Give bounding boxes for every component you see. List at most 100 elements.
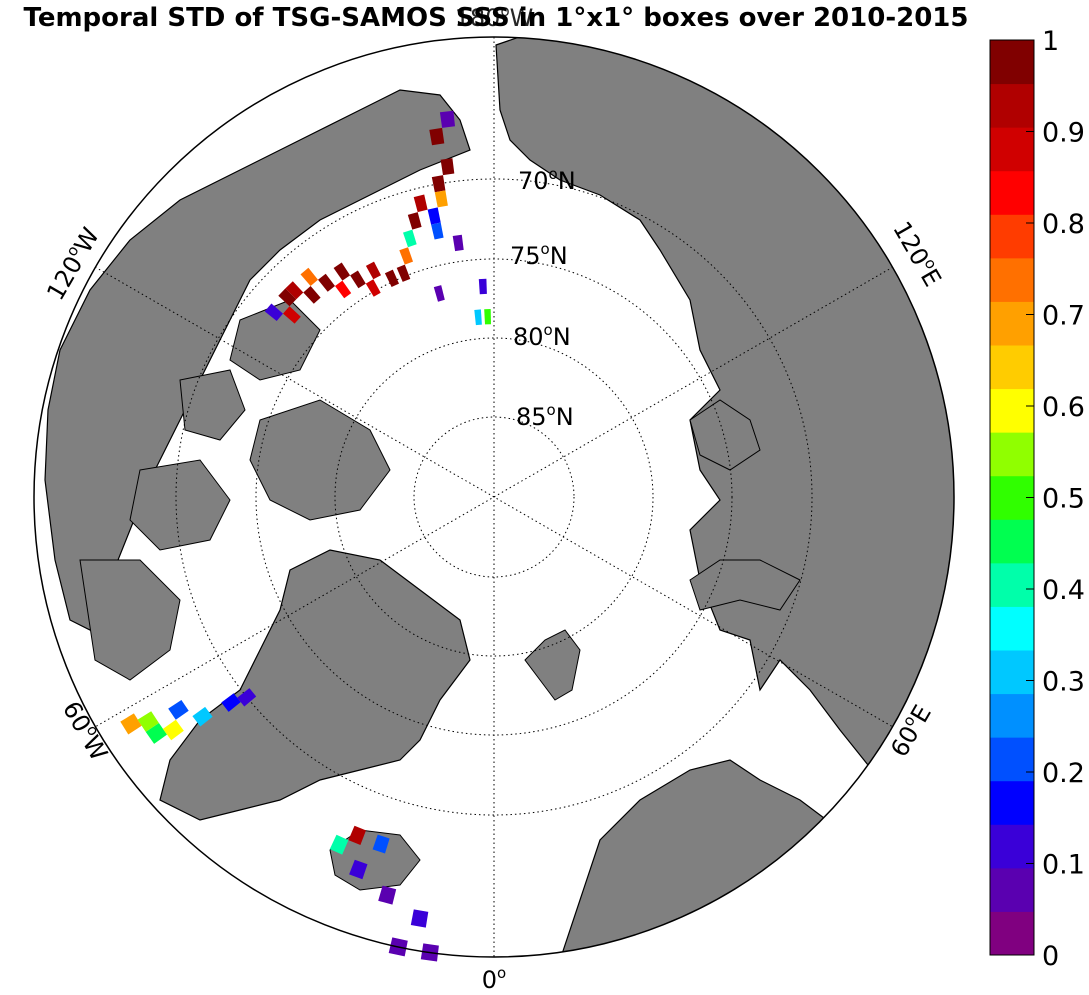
std-cell bbox=[440, 158, 455, 176]
std-cell bbox=[278, 288, 297, 307]
std-cell bbox=[378, 885, 397, 905]
std-cell bbox=[162, 719, 184, 741]
colorbar-block bbox=[990, 650, 1034, 695]
colorbar-block bbox=[990, 693, 1034, 738]
colorbar-tick-label: 0 bbox=[1042, 941, 1059, 972]
landmass-svalbard bbox=[524, 629, 581, 701]
std-cell bbox=[303, 286, 321, 304]
std-cell bbox=[407, 212, 422, 230]
map-panel bbox=[33, 36, 955, 962]
colorbar-block bbox=[990, 780, 1034, 825]
meridian-120e-60w bbox=[94, 266, 894, 728]
lon-label-180: 180oW bbox=[455, 2, 534, 32]
std-cell bbox=[329, 834, 349, 855]
colorbar-block bbox=[990, 170, 1034, 215]
std-cell bbox=[431, 175, 446, 193]
std-cell bbox=[283, 306, 301, 324]
std-cell bbox=[427, 207, 441, 225]
std-cell bbox=[410, 909, 429, 928]
lat-label-75: 75oN bbox=[510, 240, 568, 270]
lat-circle-85 bbox=[413, 416, 575, 578]
lat-circle-70 bbox=[175, 178, 813, 816]
std-cell bbox=[348, 825, 366, 845]
colorbar-ticks: 0 0.1 0.2 0.3 0.4 0.5 0.6 0.7 0.8 0.9 1 bbox=[1026, 26, 1085, 972]
colorbar-tick-label: 0.1 bbox=[1042, 850, 1085, 881]
std-cell bbox=[384, 269, 399, 287]
std-cell bbox=[145, 723, 167, 744]
std-cell bbox=[365, 279, 381, 297]
colorbar-block bbox=[990, 562, 1034, 607]
std-cell bbox=[365, 261, 381, 280]
std-cell bbox=[349, 859, 368, 880]
std-cell bbox=[399, 247, 413, 265]
std-cell bbox=[431, 222, 444, 240]
std-cell bbox=[439, 110, 455, 128]
colorbar: 0 0.1 0.2 0.3 0.4 0.5 0.6 0.7 0.8 0.9 1 bbox=[989, 26, 1085, 972]
colorbar-tick-label: 0.2 bbox=[1042, 758, 1085, 789]
lat-labels: 70oN 75oN 80oN 85oN bbox=[510, 165, 576, 431]
figure-title: Temporal STD of TSG-SAMOS SSS in 1°x1° b… bbox=[24, 3, 969, 33]
colorbar-block bbox=[990, 519, 1034, 564]
colorbar-block bbox=[990, 388, 1034, 433]
std-cell bbox=[333, 262, 351, 281]
colorbar-tick-label: 1 bbox=[1042, 26, 1059, 57]
std-cell bbox=[285, 281, 304, 300]
landmass-north-america bbox=[44, 89, 471, 631]
colorbar-block bbox=[990, 40, 1034, 85]
colorbar-block bbox=[990, 432, 1034, 477]
std-cell bbox=[429, 127, 445, 146]
lat-label-80: 80oN bbox=[513, 321, 571, 351]
std-cell bbox=[264, 303, 283, 321]
colorbar-block bbox=[990, 867, 1034, 912]
colorbar-block bbox=[990, 214, 1034, 259]
colorbar-tick-label: 0.7 bbox=[1042, 301, 1085, 332]
std-cell bbox=[403, 229, 417, 248]
std-cell bbox=[484, 309, 491, 325]
landmass-archipelago-2 bbox=[249, 399, 391, 521]
std-cell bbox=[237, 688, 257, 707]
std-cell bbox=[137, 711, 159, 732]
landmass-archipelago-4 bbox=[129, 459, 231, 551]
map-boundary bbox=[33, 36, 955, 958]
colorbar-tick-label: 0.9 bbox=[1042, 118, 1085, 149]
std-cell bbox=[335, 280, 352, 299]
colorbar-gradient bbox=[990, 40, 1034, 956]
colorbar-tick-label: 0.4 bbox=[1042, 575, 1085, 606]
std-cell bbox=[350, 270, 366, 289]
colorbar-block bbox=[990, 301, 1034, 346]
colorbar-block bbox=[990, 606, 1034, 651]
graticule bbox=[94, 37, 894, 957]
colorbar-block bbox=[990, 257, 1034, 302]
lat-label-85: 85oN bbox=[516, 401, 574, 431]
lat-circle-80 bbox=[334, 337, 654, 657]
landmass-archipelago-3 bbox=[179, 369, 246, 441]
std-cell bbox=[168, 700, 189, 720]
colorbar-block bbox=[990, 824, 1034, 869]
colorbar-tick-label: 0.6 bbox=[1042, 392, 1085, 423]
colorbar-block bbox=[990, 345, 1034, 390]
std-cell bbox=[474, 309, 482, 326]
std-cell bbox=[221, 693, 241, 712]
std-cell bbox=[300, 267, 318, 286]
std-cell bbox=[452, 234, 464, 252]
colorbar-block bbox=[990, 911, 1034, 956]
std-cell bbox=[192, 706, 213, 727]
std-cell bbox=[372, 834, 390, 854]
std-cell bbox=[434, 190, 448, 208]
colorbar-tick-label: 0.8 bbox=[1042, 209, 1085, 240]
lon-label-0: 0o bbox=[482, 964, 506, 994]
landmass-severnaya-zemlya bbox=[689, 399, 761, 471]
std-cell bbox=[318, 273, 335, 292]
landmass-baffin bbox=[79, 559, 181, 681]
lat-label-70: 70oN bbox=[518, 165, 576, 195]
colorbar-tick-label: 0.5 bbox=[1042, 484, 1085, 515]
std-cell bbox=[396, 264, 411, 282]
std-cell bbox=[413, 194, 428, 213]
colorbar-block bbox=[990, 737, 1034, 782]
landmass-novaya-zemlya bbox=[689, 559, 801, 611]
std-cell bbox=[120, 713, 142, 735]
colorbar-block bbox=[990, 127, 1034, 172]
colorbar-tick-label: 0.3 bbox=[1042, 667, 1085, 698]
std-cells-layer bbox=[120, 110, 491, 962]
